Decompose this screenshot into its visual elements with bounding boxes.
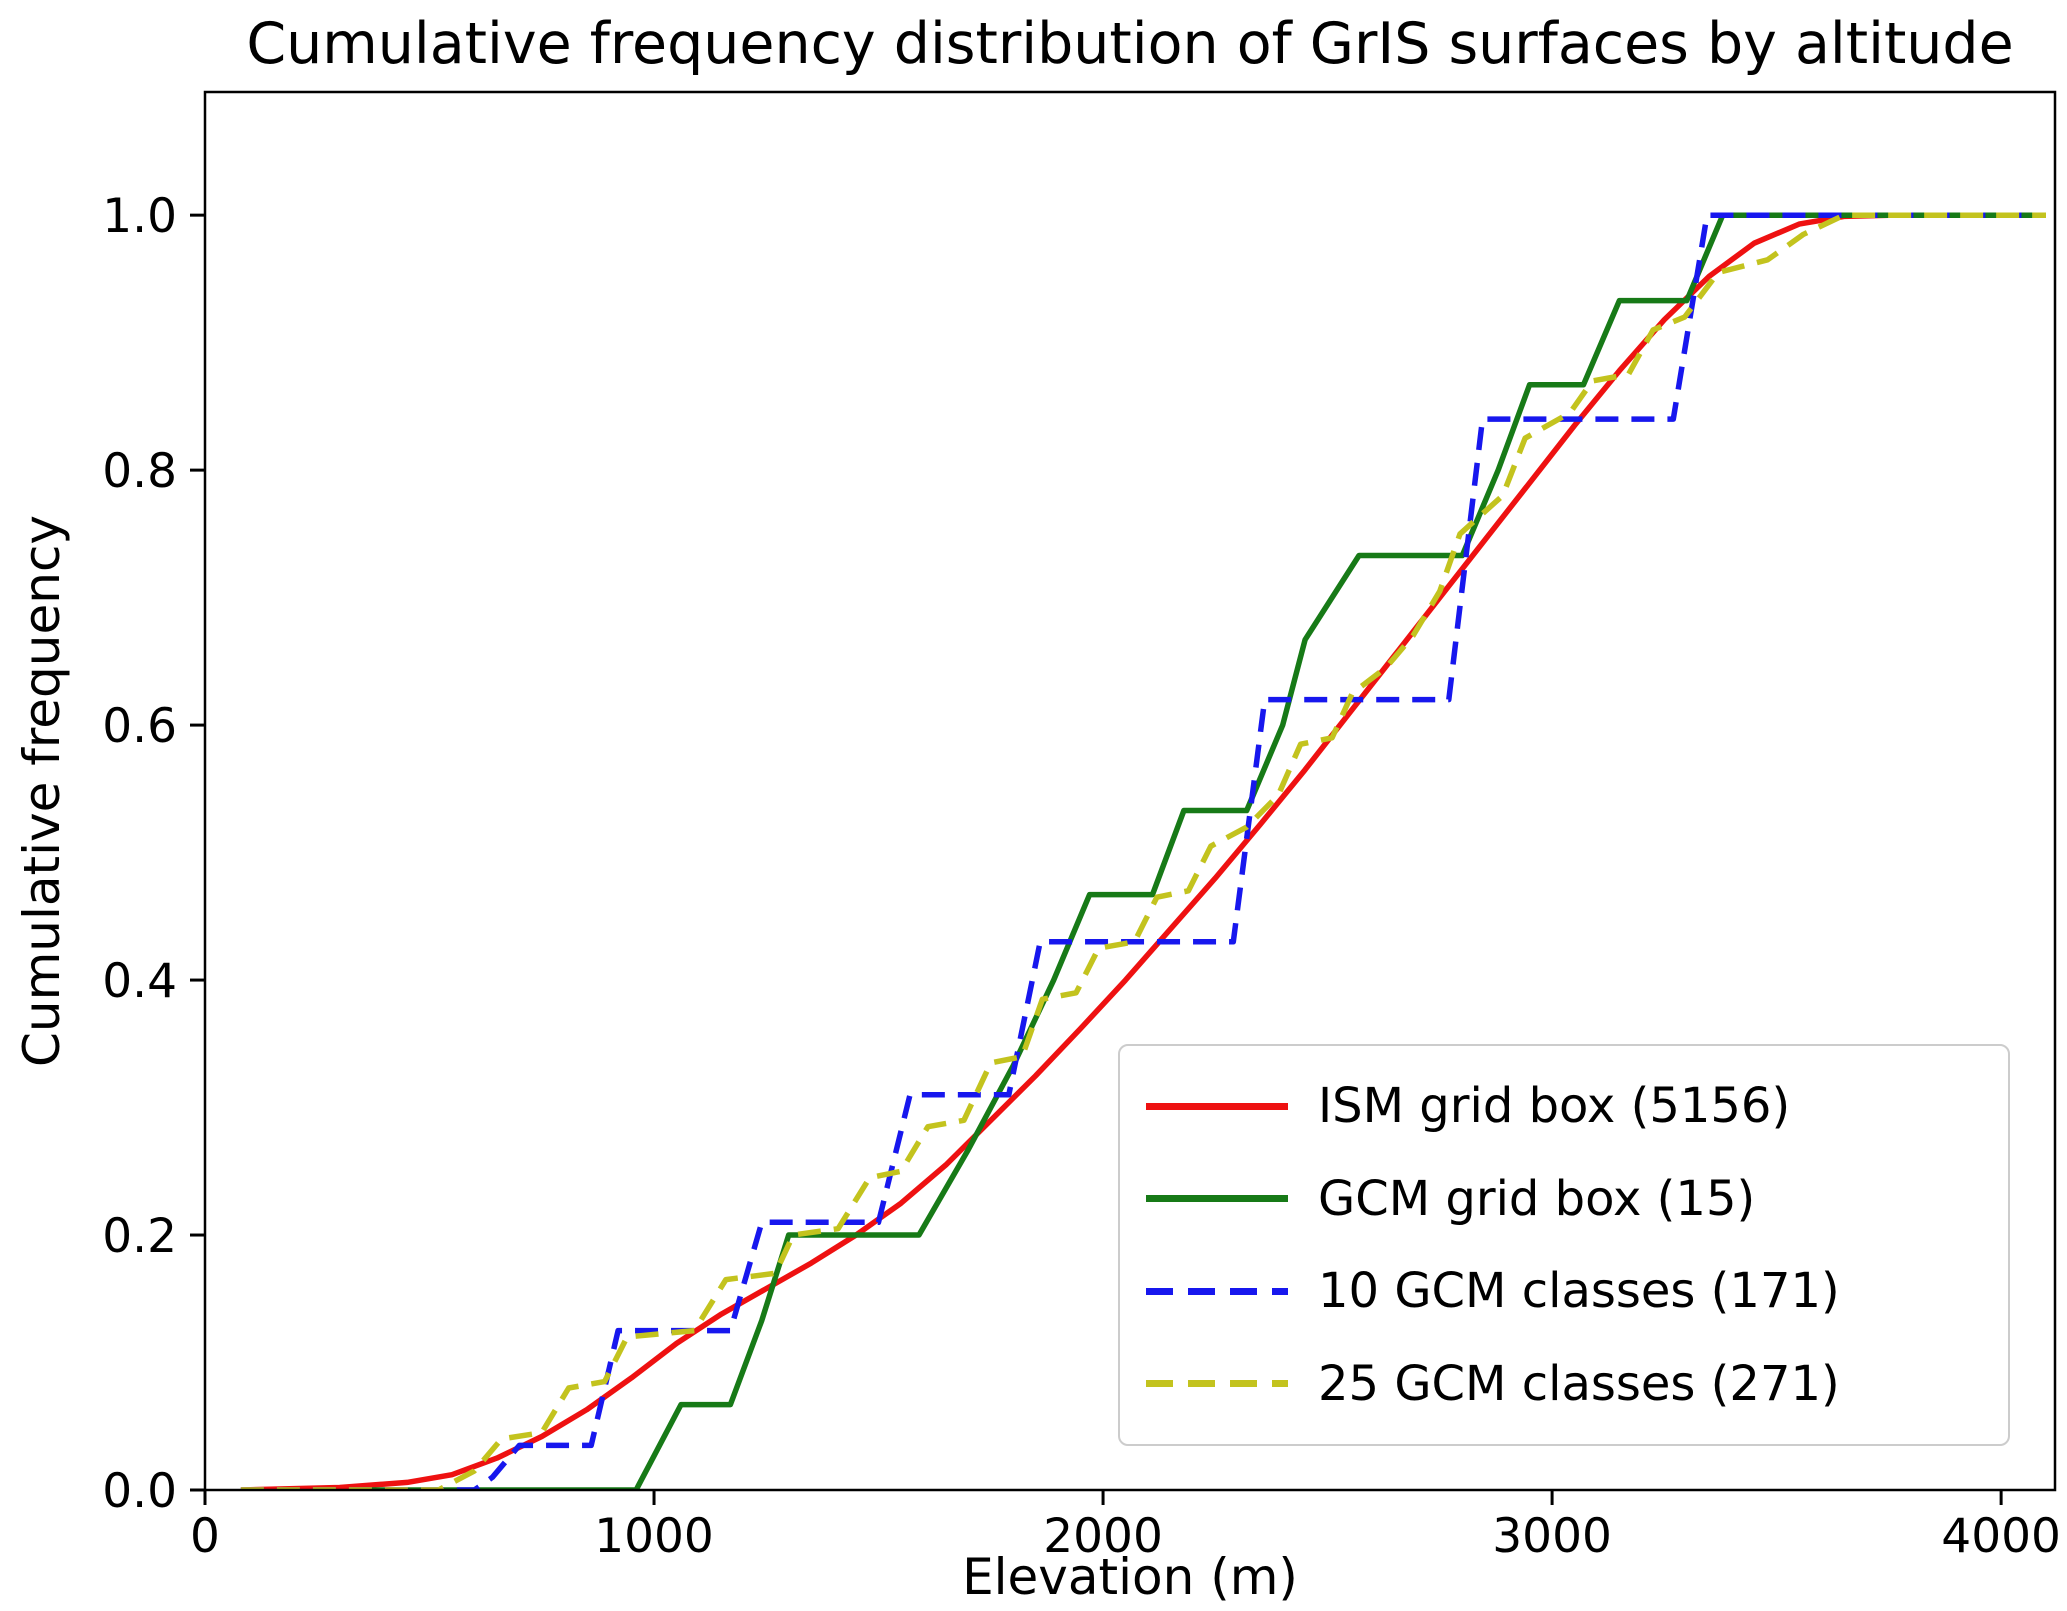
gcm25-dashed-sample-icon [1146, 1380, 1288, 1388]
gcm-grid-box-line [362, 212, 2046, 1490]
x-tick-label: 4000 [1941, 1509, 2061, 1564]
legend-label: 10 GCM classes (171) [1318, 1263, 1840, 1320]
ism-grid-box-line [240, 212, 2046, 1490]
gcm-25-classes-line [240, 212, 2046, 1490]
x-tick-label: 3000 [1492, 1509, 1612, 1564]
x-tick-label: 2000 [1043, 1509, 1163, 1564]
legend-item-gcm-grid-box: GCM grid box (15) [1146, 1171, 1988, 1227]
plot-frame [203, 90, 2057, 1492]
legend-label: 25 GCM classes (271) [1318, 1355, 1840, 1412]
y-tick-label: 1.0 [102, 189, 177, 244]
legend-item-gcm-25-classes: 25 GCM classes (271) [1146, 1356, 1988, 1412]
legend-item-gcm-10-classes: 10 GCM classes (171) [1146, 1263, 1988, 1319]
y-axis-label: Cumulative frequency [13, 514, 71, 1068]
y-tick-label: 0.0 [102, 1464, 177, 1519]
legend-label: GCM grid box (15) [1318, 1170, 1756, 1227]
y-tick-label: 0.2 [102, 1209, 177, 1264]
x-tick-label: 0 [190, 1509, 220, 1564]
y-tick-label: 0.6 [102, 699, 177, 754]
legend-label: ISM grid box (5156) [1318, 1078, 1791, 1135]
gcm-10-classes-line [240, 212, 2046, 1490]
gcm-line-sample-icon [1146, 1195, 1288, 1203]
y-tick-label: 0.8 [102, 444, 177, 499]
x-axis-label: Elevation (m) [962, 1548, 1298, 1606]
legend-item-ism-grid-box: ISM grid box (5156) [1146, 1078, 1988, 1134]
x-tick-label: 1000 [594, 1509, 714, 1564]
ism-line-sample-icon [1146, 1102, 1288, 1110]
chart-title: Cumulative frequency distribution of GrI… [246, 11, 2014, 77]
y-tick-label: 0.4 [102, 954, 177, 1009]
gcm10-dashed-sample-icon [1146, 1287, 1288, 1295]
legend: ISM grid box (5156) GCM grid box (15) 10… [1118, 1044, 2010, 1446]
